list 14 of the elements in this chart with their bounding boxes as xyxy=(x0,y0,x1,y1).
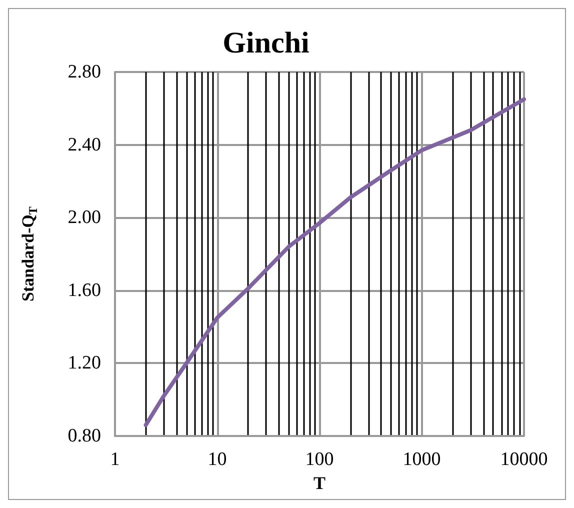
x-tick-label: 10000 xyxy=(500,449,548,470)
x-tick-label: 1000 xyxy=(402,449,441,470)
x-tick-label: 100 xyxy=(305,449,334,470)
y-tick-label: 2.80 xyxy=(68,62,101,82)
y-tick-label: 2.00 xyxy=(68,207,101,228)
y-tick-label: 1.60 xyxy=(68,280,101,301)
chart-title: Ginchi xyxy=(222,26,310,60)
x-tick-label: 1 xyxy=(110,449,120,470)
y-tick-label: 2.40 xyxy=(68,134,101,156)
y-axis-title: Standard-QT xyxy=(18,206,40,302)
x-tick-label: 10 xyxy=(208,449,227,470)
y-tick-label: 1.20 xyxy=(68,352,101,374)
y-tick-label: 0.80 xyxy=(68,426,101,446)
x-axis-title: T xyxy=(313,473,326,493)
